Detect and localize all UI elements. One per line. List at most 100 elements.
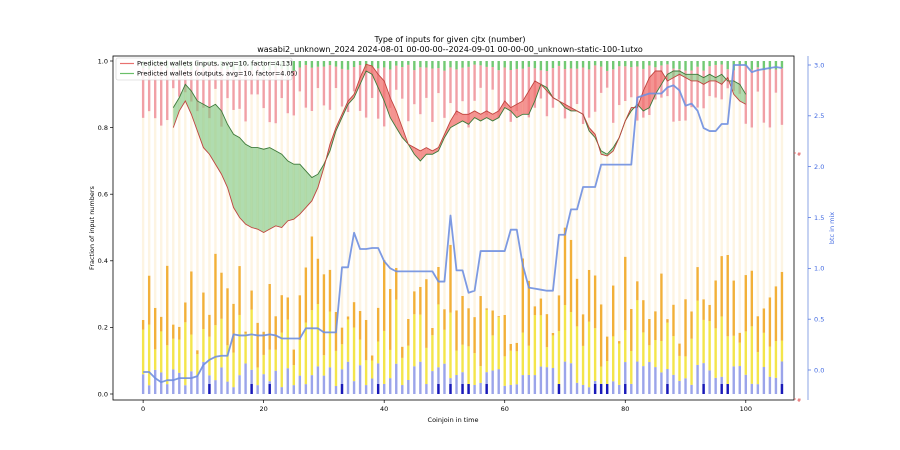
stacked-bar-segment	[756, 351, 760, 385]
stacked-bar-segment	[334, 350, 338, 386]
stacked-bar-segment	[485, 61, 488, 67]
stacked-bar-segment	[262, 331, 265, 355]
stacked-bar-segment	[714, 377, 717, 394]
stacked-bar-segment	[364, 117, 368, 320]
stacked-bar-segment	[461, 61, 464, 68]
stacked-bar-segment	[407, 379, 410, 394]
stacked-bar-segment	[214, 380, 217, 394]
stacked-bar-segment	[762, 332, 766, 367]
stacked-bar-segment	[244, 331, 247, 334]
outputs-wallets-area	[257, 147, 264, 233]
stacked-bar-segment	[376, 118, 380, 308]
stacked-bar-segment	[563, 361, 567, 394]
stacked-bar-segment	[328, 269, 332, 312]
y-tick-label: 1.0	[98, 57, 108, 65]
stacked-bar-segment	[352, 302, 356, 328]
stacked-bar-segment	[702, 108, 705, 300]
stacked-bar-segment	[250, 69, 253, 95]
stacked-bar-segment	[256, 322, 259, 368]
x-tick-label: 80	[621, 405, 629, 413]
stacked-bar-segment	[178, 96, 181, 327]
stacked-bar-segment	[141, 374, 145, 394]
stacked-bar-segment	[419, 286, 422, 315]
stacked-bar-segment	[401, 67, 404, 99]
stacked-bar-segment	[190, 271, 193, 335]
stacked-bar-segment	[545, 347, 549, 368]
stacked-bar-segment	[153, 349, 157, 370]
stacked-bar-segment	[660, 61, 663, 66]
stacked-bar-segment	[268, 283, 271, 350]
stacked-bar-segment	[618, 384, 621, 394]
stacked-bar-segment	[557, 99, 561, 296]
stacked-bar-segment	[690, 61, 693, 71]
y-tick-label: 0.4	[98, 257, 108, 265]
stacked-bar-segment	[382, 260, 386, 331]
stacked-bar-segment	[147, 111, 151, 276]
stacked-bar-segment	[612, 122, 615, 286]
stacked-bar-segment	[274, 67, 277, 124]
stacked-bar-segment	[497, 369, 500, 394]
stacked-bar-segment	[346, 112, 350, 317]
stacked-bar-segment	[605, 361, 609, 387]
y-tick-label: 0.0	[98, 390, 108, 398]
stacked-bar-segment	[612, 381, 615, 394]
stacked-bar-dark-base	[376, 384, 380, 394]
stacked-bar-segment	[672, 336, 675, 375]
stacked-bar-segment	[605, 70, 609, 88]
stacked-bar-segment	[714, 61, 717, 65]
stacked-bar-segment	[147, 385, 151, 394]
stacked-bar-segment	[286, 297, 289, 320]
stacked-bar-segment	[491, 335, 494, 371]
stacked-bar-segment	[672, 121, 675, 305]
stacked-bar-segment	[774, 92, 778, 287]
stacked-bar-dark-base	[720, 384, 723, 394]
stacked-bar-segment	[581, 314, 585, 346]
stacked-bar-segment	[292, 115, 295, 350]
stacked-bar-segment	[310, 67, 314, 111]
stacked-bar-segment	[527, 61, 531, 67]
x-tick-label: 60	[501, 405, 509, 413]
inputs-wallets-area	[510, 104, 517, 118]
stacked-bar-segment	[563, 61, 567, 69]
stacked-bar-segment	[521, 100, 525, 259]
stacked-bar-segment	[587, 321, 591, 388]
stacked-bar-segment	[172, 324, 175, 339]
stacked-bar-segment	[208, 314, 211, 337]
stacked-bar-segment	[624, 61, 627, 67]
stacked-bar-segment	[497, 317, 500, 370]
stacked-bar-segment	[346, 316, 350, 320]
stacked-bar-segment	[581, 61, 585, 68]
outputs-wallets-area	[221, 110, 228, 188]
stacked-bar-segment	[292, 365, 295, 386]
stacked-bar-segment	[479, 61, 482, 66]
stacked-bar-segment	[672, 304, 675, 337]
stacked-bar-segment	[509, 343, 512, 351]
stacked-bar-segment	[726, 61, 729, 70]
stacked-bar-segment	[401, 346, 404, 358]
stacked-bar-segment	[443, 329, 446, 364]
stacked-bar-segment	[292, 349, 295, 366]
stacked-bar-dark-base	[605, 384, 609, 394]
stacked-bar-segment	[376, 363, 380, 394]
stacked-bar-segment	[605, 336, 609, 362]
stacked-bar-segment	[780, 340, 784, 362]
stacked-bar-segment	[141, 117, 145, 321]
stacked-bar-segment	[503, 106, 506, 316]
stacked-bar-segment	[642, 117, 645, 301]
stacked-bar-segment	[425, 97, 428, 280]
stacked-bar-segment	[250, 369, 253, 394]
stacked-bar-segment	[431, 327, 434, 336]
stacked-bar-segment	[774, 286, 778, 342]
stacked-bar-segment	[184, 322, 187, 386]
stacked-bar-segment	[672, 68, 675, 122]
stacked-bar-segment	[358, 311, 362, 340]
stacked-bar-segment	[569, 61, 573, 69]
stacked-bar-segment	[340, 61, 344, 69]
outputs-wallets-area	[263, 147, 270, 233]
stacked-bar-segment	[684, 120, 687, 300]
stacked-bar-segment	[147, 275, 151, 325]
stacked-bar-segment	[184, 92, 187, 303]
stacked-bar-segment	[467, 66, 470, 128]
y2-tick-label: 2.0	[814, 163, 824, 171]
stacked-bar-segment	[382, 61, 386, 68]
